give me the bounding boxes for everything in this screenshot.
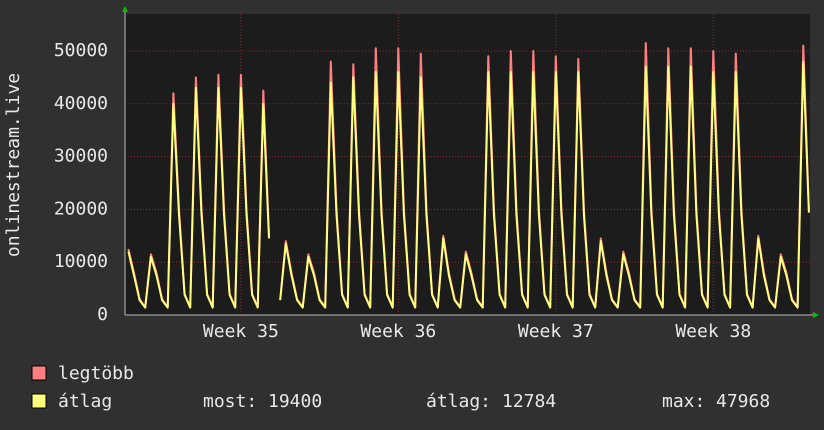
x-tick-label: Week 35 bbox=[203, 321, 279, 342]
y-tick-label: 50000 bbox=[54, 40, 108, 61]
y-tick-label: 20000 bbox=[54, 198, 108, 219]
y-tick-label: 40000 bbox=[54, 93, 108, 114]
legend-label: átlag bbox=[58, 391, 112, 412]
stat-value: 19400 bbox=[268, 391, 322, 412]
stat-label: max: bbox=[662, 391, 705, 412]
stat-value: 12784 bbox=[502, 391, 556, 412]
x-tick-label: Week 37 bbox=[518, 321, 594, 342]
stat-label: most: bbox=[203, 391, 257, 412]
legend-swatch bbox=[31, 365, 47, 381]
y-tick-label: 0 bbox=[97, 304, 108, 325]
y-tick-label: 10000 bbox=[54, 251, 108, 272]
legend-swatch bbox=[31, 393, 47, 409]
x-tick-label: Week 38 bbox=[675, 321, 751, 342]
y-tick-label: 30000 bbox=[54, 146, 108, 167]
stat-label: átlag: bbox=[426, 391, 491, 412]
y-axis-label: onlinestream.live bbox=[3, 73, 24, 257]
axis-arrow bbox=[813, 312, 819, 318]
series-line bbox=[127, 60, 810, 309]
legend-label: legtöbb bbox=[58, 363, 134, 384]
axis-arrow bbox=[122, 6, 128, 12]
legend: legtöbb átlag most: 19400 átlag: 12784 max: 479… bbox=[31, 363, 770, 412]
x-tick-label: Week 36 bbox=[360, 321, 436, 342]
stat-value: 47968 bbox=[716, 391, 770, 412]
lines bbox=[127, 42, 810, 309]
